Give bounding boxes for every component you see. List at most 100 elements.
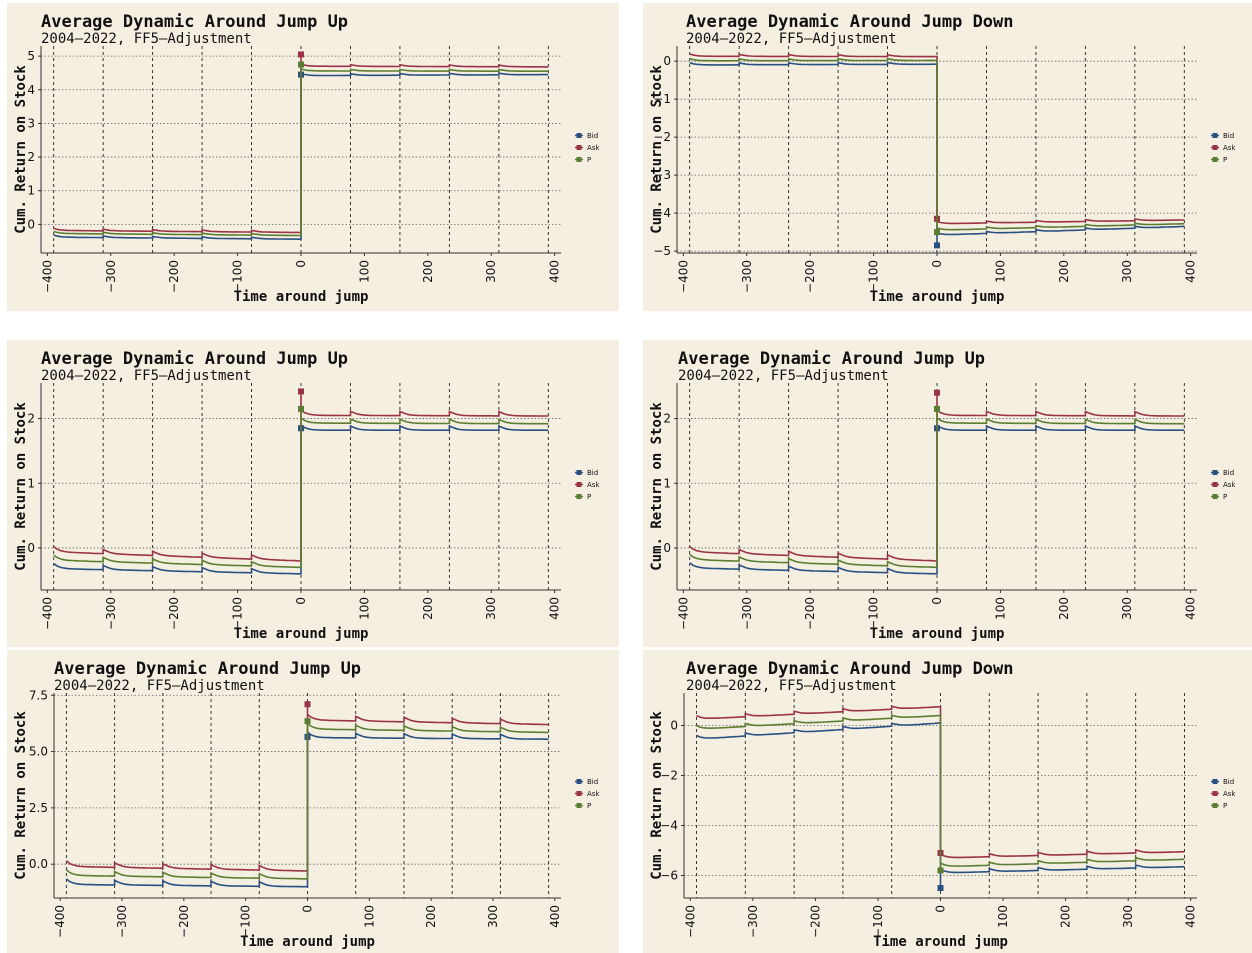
x-tick-label: 100: [357, 597, 371, 620]
legend-label: P: [587, 802, 591, 810]
jump-marker-bid: [934, 242, 940, 249]
y-tick-label: −1: [653, 92, 671, 106]
jump-marker-ask: [298, 388, 304, 395]
legend-swatch: [576, 482, 582, 487]
series-line-ask: [65, 704, 549, 872]
legend-swatch: [576, 779, 582, 784]
y-tick-label: 4: [27, 83, 35, 97]
jump-marker-ask: [298, 51, 304, 58]
chart-svg-2: Average Dynamic Around Jump Down2004–202…: [649, 12, 1236, 305]
y-tick-label: 5: [27, 49, 35, 63]
legend-swatch: [1212, 145, 1218, 150]
y-tick-label: 7.5: [29, 688, 48, 702]
series-line-p: [689, 408, 1185, 569]
series-line-p: [53, 408, 549, 569]
x-tick-label: 200: [421, 597, 435, 620]
x-tick-label: −300: [740, 597, 754, 630]
chart-panel-4: Average Dynamic Around Jump Up 2004–2022,…: [643, 340, 1252, 647]
chart-subtitle: 2004–2022, FF5–Adjustment: [686, 678, 897, 694]
x-axis-label: Time around jump: [870, 289, 1005, 305]
x-axis-label: Time around jump: [870, 626, 1005, 642]
x-tick-label: 400: [548, 597, 562, 620]
x-tick-label: −400: [676, 597, 690, 630]
legend-label: P: [587, 156, 591, 164]
legend-swatch: [1212, 791, 1218, 796]
x-axis-label: Time around jump: [240, 934, 375, 950]
x-tick-label: 200: [1057, 597, 1071, 620]
legend-label: Ask: [587, 790, 600, 798]
y-tick-label: −4: [653, 206, 671, 220]
legend-swatch: [1212, 494, 1218, 499]
y-tick-label: 1: [27, 184, 35, 198]
legend-label: Ask: [1223, 144, 1236, 152]
x-tick-label: 300: [484, 260, 498, 283]
legend-swatch: [1212, 470, 1218, 475]
legend-label: Bid: [587, 778, 598, 786]
x-tick-label: −100: [239, 905, 253, 938]
y-tick-label: −6: [660, 869, 678, 883]
legend-label: P: [1223, 802, 1227, 810]
chart-svg-1: Average Dynamic Around Jump Up2004–2022,…: [13, 12, 600, 305]
legend-label: P: [1223, 493, 1227, 501]
legend-label: Bid: [587, 469, 598, 477]
chart-svg-5: Average Dynamic Around Jump Up2004–2022,…: [13, 659, 600, 950]
x-tick-label: −300: [115, 905, 129, 938]
legend-swatch: [1212, 157, 1218, 162]
legend-label: Bid: [1223, 132, 1234, 140]
x-tick-label: −400: [676, 260, 690, 293]
x-axis-label: Time around jump: [873, 934, 1008, 950]
x-tick-label: 300: [1120, 597, 1134, 620]
jump-marker-p: [298, 61, 304, 68]
x-tick-label: −200: [167, 260, 181, 293]
legend-label: Bid: [1223, 778, 1234, 786]
chart-panel-1: Average Dynamic Around Jump Up 2004–2022,…: [7, 3, 619, 311]
chart-svg-6: Average Dynamic Around Jump Down2004–202…: [649, 659, 1236, 950]
y-tick-label: −5: [653, 244, 671, 258]
jump-marker-p: [934, 405, 940, 412]
series-line-p: [689, 57, 1185, 233]
x-tick-label: −100: [231, 260, 245, 293]
legend-swatch: [1212, 133, 1218, 138]
series-line-p: [53, 64, 549, 237]
series-line-ask: [689, 392, 1185, 562]
x-tick-label: 300: [484, 597, 498, 620]
chart-subtitle: 2004–2022, FF5–Adjustment: [678, 368, 889, 384]
y-tick-label: 1: [663, 476, 671, 490]
y-tick-label: 0: [663, 54, 671, 68]
x-tick-label: −300: [104, 260, 118, 293]
x-tick-label: 300: [1120, 260, 1134, 283]
chart-title: Average Dynamic Around Jump Down: [686, 659, 1014, 679]
x-tick-label: −100: [867, 597, 881, 630]
y-tick-label: −2: [653, 130, 671, 144]
x-tick-label: 0: [930, 597, 944, 605]
legend-swatch: [576, 145, 582, 150]
y-tick-label: −3: [653, 168, 671, 182]
y-axis-label: Cum. Return on Stock: [13, 402, 29, 571]
chart-svg-4: Average Dynamic Around Jump Up2004–2022,…: [649, 349, 1236, 642]
y-axis-label: Cum. Return on Stock: [649, 65, 665, 234]
y-tick-label: 0.0: [29, 857, 48, 871]
x-tick-label: 300: [486, 905, 500, 928]
legend-label: P: [1223, 156, 1227, 164]
legend-label: Bid: [587, 132, 598, 140]
x-tick-label: −100: [867, 260, 881, 293]
y-tick-label: −2: [660, 769, 678, 783]
jump-marker-p: [934, 229, 940, 236]
chart-subtitle: 2004–2022, FF5–Adjustment: [54, 678, 265, 694]
y-tick-label: 0: [670, 719, 678, 733]
chart-title: Average Dynamic Around Jump Up: [54, 659, 361, 679]
chart-subtitle: 2004–2022, FF5–Adjustment: [41, 31, 252, 47]
legend-swatch: [1212, 803, 1218, 808]
x-tick-label: 200: [421, 260, 435, 283]
y-tick-label: 2: [27, 150, 35, 164]
y-axis-label: Cum. Return on Stock: [13, 65, 29, 234]
x-tick-label: −200: [167, 597, 181, 630]
legend-swatch: [576, 133, 582, 138]
legend-swatch: [576, 803, 582, 808]
y-tick-label: 2: [663, 412, 671, 426]
jump-marker-p: [937, 867, 944, 874]
jump-marker-ask: [304, 701, 311, 708]
legend-label: Ask: [1223, 790, 1236, 798]
x-tick-label: 100: [362, 905, 376, 928]
x-tick-label: −100: [231, 597, 245, 630]
